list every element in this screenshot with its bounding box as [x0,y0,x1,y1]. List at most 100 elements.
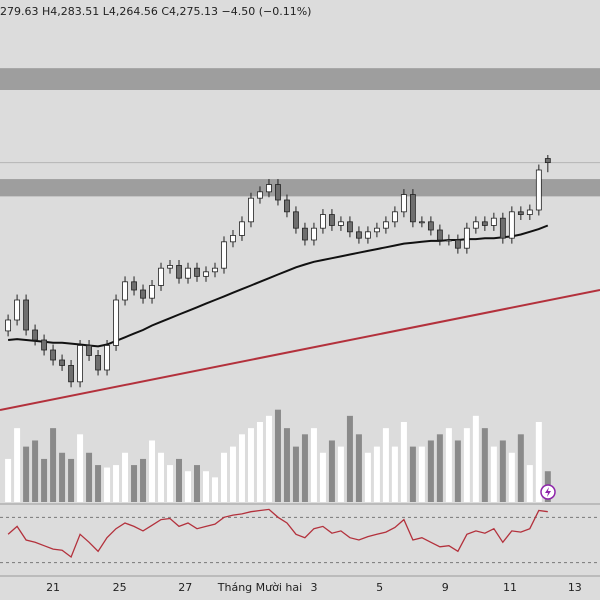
trend-line [0,289,600,411]
candle-body [122,281,128,301]
volume-bar [508,452,515,502]
candle-body [445,239,452,242]
candle-body [131,281,137,291]
candle-body [374,227,380,233]
volume-bar [445,428,452,502]
candle-body [392,211,398,223]
candle-body [32,329,38,341]
candle-body [203,271,209,277]
volume-bar [176,458,183,502]
volume-bar [301,434,308,502]
x-tick-label: 5 [376,581,383,594]
candle-body [400,194,407,213]
volume-bar [535,422,542,502]
volume-bar [292,446,299,502]
zone [0,68,600,90]
volume-bar [14,428,21,502]
volume-bar [158,452,165,502]
volume-bar [77,434,84,502]
volume-bar [185,471,192,502]
candle-body [490,217,497,226]
x-axis: 21 25 27 Tháng Mười hai 3 5 9 11 13 [46,581,582,594]
volume-bar [104,467,111,502]
volume-bar [256,422,263,502]
volume-bar [59,452,66,502]
zones [0,68,600,197]
volume-bar [113,465,120,502]
candle-body [23,299,29,331]
volume-bar [274,409,281,502]
candle-body [239,221,245,236]
candle-body [167,265,173,269]
volume-bar [283,428,290,502]
candle-body [436,229,443,241]
volume-bar [526,465,533,502]
candle-body [463,227,470,249]
candle-body [275,184,281,201]
candle-body [68,365,74,383]
candle-body [248,197,254,223]
candle-body [302,227,308,241]
volume-bar [32,440,39,502]
rsi-line [7,508,548,559]
volume-bar [364,452,371,502]
volume-bar [382,428,389,502]
candle-body [535,169,542,211]
candle-body [481,221,488,226]
volume-bar [131,465,138,502]
candle-body [526,209,533,215]
candle-body [454,239,461,249]
volume-bar [490,446,497,502]
x-tick-label: 3 [310,581,317,594]
candle-body [409,194,416,223]
x-tick-label: 9 [442,581,449,594]
alert-icon[interactable] [540,484,556,500]
candle-body [383,221,389,229]
volume-bar [238,434,245,502]
candle-body [356,231,362,239]
candle-body [77,345,83,383]
volume-bar [68,458,75,502]
x-tick-label: 27 [178,581,192,594]
candle-body [517,211,524,215]
volume-bar [355,434,362,502]
volume-bar [167,465,174,502]
volume-bar [337,446,344,502]
volume-bar [149,440,156,502]
candle-body [140,289,146,299]
price-pane [0,154,600,411]
volume-bar [436,434,443,502]
candle-body [499,217,506,239]
candle-body [50,349,56,361]
candle-body [41,339,47,351]
candle-body [14,299,20,321]
x-tick-label: 11 [503,581,517,594]
candle-body [158,267,164,286]
x-tick-label: 25 [113,581,127,594]
candle-body [95,355,101,371]
volume-bar [409,446,416,502]
candle-body [311,227,317,241]
candle-body [149,285,155,299]
volume-bar [194,465,201,502]
volume-bar [5,458,12,502]
volume-bar [310,428,317,502]
candle-body [293,211,299,229]
volume-bar [499,440,506,502]
rsi-pane [0,508,600,564]
candle-body [176,265,182,279]
volume-bar [400,422,407,502]
candle-body [338,221,344,226]
candle-body [212,267,218,273]
volume-bar [472,415,479,502]
volume-bar [463,428,470,502]
candle-body [257,191,263,199]
candle-body [365,231,371,239]
volume-bar [373,446,380,502]
volume-bar [328,440,335,502]
volume-bar [211,477,218,502]
volume-bar [220,452,227,502]
candle-body [185,267,191,279]
candle-body [59,359,65,366]
